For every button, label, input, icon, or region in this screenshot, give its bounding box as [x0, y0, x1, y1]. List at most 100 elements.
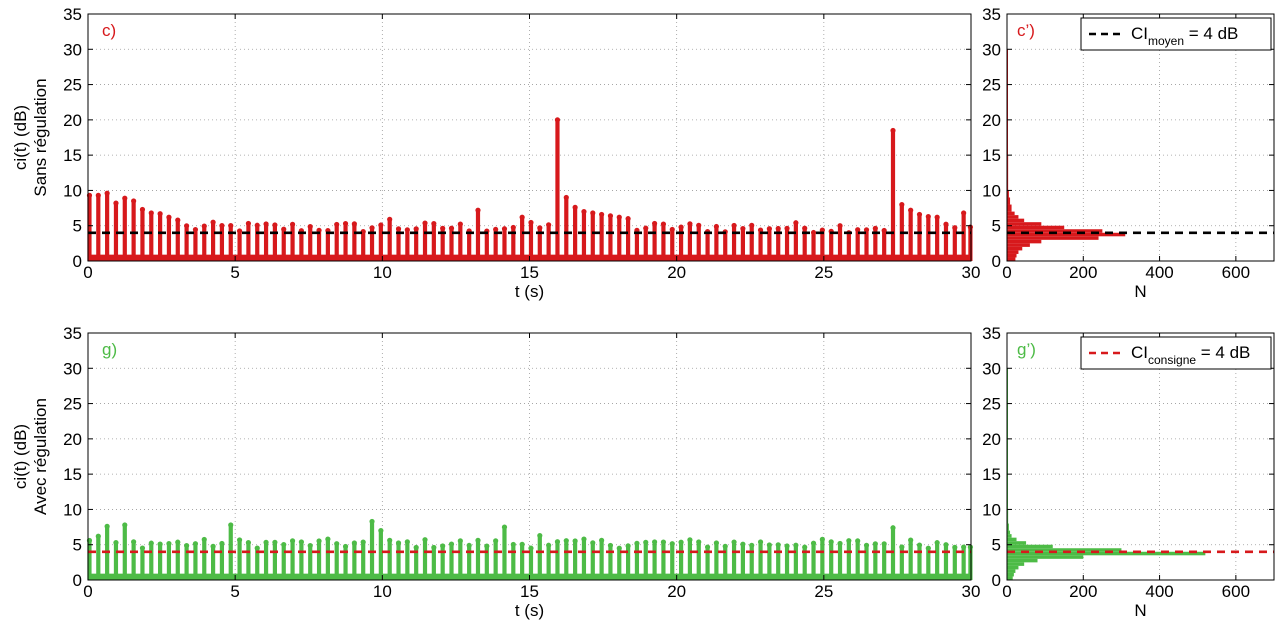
data-point-peak	[184, 542, 190, 549]
data-point-peak	[148, 210, 154, 216]
data-point-peak	[687, 537, 693, 543]
data-point-peak	[113, 200, 119, 206]
data-point-peak	[881, 227, 887, 234]
data-point-peak	[643, 539, 649, 545]
data-point-peak	[678, 539, 684, 545]
data-point-peak	[201, 536, 207, 543]
data-point-peak	[731, 222, 737, 229]
histogram-bar	[1007, 250, 1019, 254]
data-point-peak	[863, 542, 870, 548]
data-point-peak	[757, 227, 764, 233]
y-tick-label: 15	[63, 146, 82, 165]
data-point-peak	[263, 539, 269, 545]
y-tick-label: 25	[982, 76, 1001, 95]
histogram-bar	[1007, 541, 1027, 545]
y-tick-label: 15	[982, 146, 1001, 165]
data-point-peak	[643, 225, 649, 231]
data-point-peak	[722, 543, 728, 549]
y-tick-label: 0	[73, 252, 82, 271]
y-axis-label-condition: Sans régulation	[31, 78, 50, 196]
histogram-bar	[1007, 509, 1009, 524]
data-point-peak	[625, 216, 631, 222]
data-point-peak	[546, 222, 552, 228]
data-point-peak	[369, 225, 375, 231]
data-point-peak	[802, 544, 808, 550]
data-point-peak	[678, 224, 684, 230]
legend-box	[1080, 17, 1272, 51]
data-point-peak	[281, 541, 287, 548]
data-point-peak	[863, 227, 870, 233]
data-point-peak	[325, 536, 331, 542]
y-tick-label: 35	[982, 5, 1001, 24]
histogram-bar	[1007, 215, 1019, 219]
histogram-bar	[1007, 236, 1099, 240]
y-tick-label: 20	[982, 111, 1001, 130]
data-point-peak	[272, 539, 278, 545]
x-tick-label: 15	[520, 582, 539, 601]
data-point-peak	[334, 541, 340, 547]
data-point-peak	[528, 219, 534, 226]
data-point-peak	[148, 540, 154, 546]
data-point-peak	[837, 223, 843, 229]
data-point-peak	[501, 524, 508, 530]
data-point-peak	[245, 540, 252, 546]
data-point-peak	[590, 210, 596, 216]
x-axis-label: N	[1134, 601, 1146, 620]
data-point-peak	[501, 226, 508, 232]
data-point-peak	[122, 195, 128, 201]
x-tick-label: 30	[962, 582, 981, 601]
data-point-peak	[943, 542, 949, 548]
data-point-peak	[395, 226, 402, 232]
data-point-peak	[493, 226, 499, 233]
data-point-peak	[616, 545, 622, 551]
data-point-peak	[289, 538, 296, 544]
data-point-peak	[590, 540, 596, 546]
data-point-peak	[872, 225, 878, 231]
data-point-peak	[342, 543, 349, 550]
data-point-peak	[360, 539, 366, 545]
histogram-bar	[1007, 225, 1065, 230]
data-point-peak	[554, 539, 561, 545]
grid	[1007, 14, 1274, 261]
data-point-peak	[837, 540, 843, 547]
y-axis-label: ci(t) (dB)	[11, 424, 30, 489]
data-point-peak	[245, 220, 252, 227]
data-point-peak	[925, 545, 931, 551]
data-points	[86, 518, 974, 580]
data-point-peak	[139, 545, 146, 551]
y-tick-label: 10	[63, 500, 82, 519]
x-tick-label: 5	[230, 263, 239, 282]
data-point-peak	[254, 545, 260, 551]
axes-frame	[1006, 332, 1275, 581]
data-point-peak	[855, 538, 861, 544]
data-point-peak	[881, 541, 887, 547]
y-tick-label: 10	[982, 500, 1001, 519]
data-point-peak	[828, 539, 834, 545]
data-point-peak	[104, 190, 110, 196]
histogram-bar	[1007, 555, 1084, 559]
data-point-peak	[766, 542, 772, 548]
histogram-panel-c-prime: 0 200 400 600 0 5 10 15 20 25 30 35 Nc’) CImoyen = 4 …	[982, 5, 1275, 301]
data-point-peak	[122, 522, 128, 528]
x-tick-label: 400	[1145, 582, 1173, 601]
histogram-bar	[1007, 190, 1009, 198]
histogram-bar	[1007, 565, 1019, 570]
data-point-peak	[131, 539, 137, 545]
x-axis-label: t (s)	[515, 282, 544, 301]
data-point-peak	[855, 227, 861, 233]
data-point-peak	[378, 222, 384, 228]
data-point-peak	[660, 221, 667, 227]
data-point-peak	[952, 544, 958, 550]
histogram-bar	[1007, 218, 1025, 223]
x-tick-label: 20	[667, 582, 686, 601]
x-axis-label: t (s)	[515, 601, 544, 620]
y-tick-label: 35	[63, 5, 82, 24]
data-points	[86, 117, 974, 261]
x-tick-label: 0	[1002, 582, 1011, 601]
data-point-peak	[669, 226, 675, 233]
x-tick-label: 0	[83, 582, 92, 601]
histogram-bar	[1007, 243, 1030, 247]
x-tick-label: 15	[520, 263, 539, 282]
x-tick-label: 200	[1069, 263, 1097, 282]
data-point-peak	[793, 542, 799, 548]
